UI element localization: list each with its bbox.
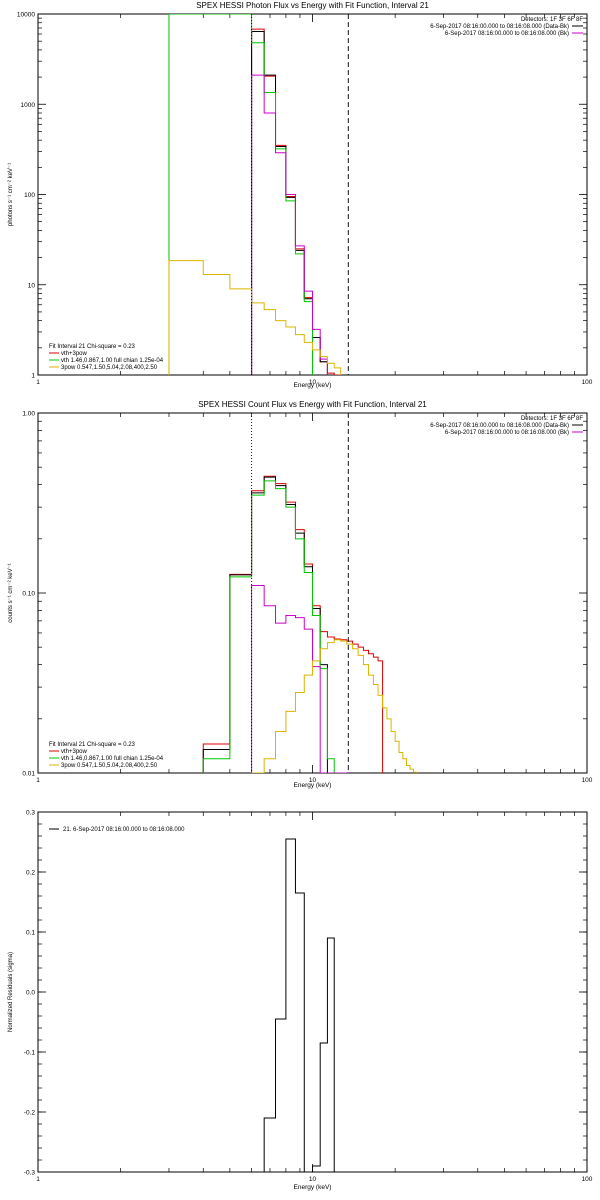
y-tick-label: 1000 xyxy=(21,102,36,109)
x-axis: 1 10 100 xyxy=(36,413,593,784)
y-tick-label: -0.3 xyxy=(24,1170,36,1177)
legend-entry: vth 1.46,0.867,1.00 full chian 1.25e-04 xyxy=(61,756,164,762)
series-line-red-0 xyxy=(251,28,341,375)
y-tick-label: 0.01 xyxy=(22,771,35,778)
x-axis-label: Energy (keV) xyxy=(294,1184,332,1191)
x-tick-label: 10 xyxy=(309,1176,317,1183)
x-tick-label: 10 xyxy=(309,379,317,386)
y-tick-label: 10000 xyxy=(17,12,35,19)
series-group xyxy=(202,475,418,773)
y-tick-label: 10 xyxy=(28,282,36,289)
legend-entry: 6-Sep-2017 08:16:00.000 to 08:16:08.000 … xyxy=(445,430,569,436)
series-line-magenta-3 xyxy=(251,585,347,773)
series-line-black-1 xyxy=(202,476,347,773)
x-tick-label: 100 xyxy=(582,379,593,386)
y-axis: -0.3 -0.2 -0.1 0.0 0.1 0.2 0.3 xyxy=(24,810,587,1177)
chart-panel-3: 1 10 100 Energy (keV) -0.3 -0.2 -0.1 0.0 0.1 0.2 0… xyxy=(8,810,593,1192)
legend-entry: 21. 6-Sep-2017 08:16:00.000 to 08:16:08.… xyxy=(63,827,185,833)
series-line-magenta-3 xyxy=(251,74,328,375)
legend-entry: 6-Sep-2017 08:16:00.000 to 08:16:08.000 … xyxy=(430,423,569,429)
x-tick-label: 1 xyxy=(36,1176,40,1183)
legend: Detectors: 1F 3F 6F 8F6-Sep-2017 08:16:0… xyxy=(49,17,583,371)
x-axis-label: Energy (keV) xyxy=(294,382,332,389)
legend-entry: Fit Interval 21 Chi-square = 0.23 xyxy=(49,742,136,748)
legend-entry: vth+3pow xyxy=(61,749,88,755)
y-axis-label: counts s⁻¹ cm⁻² keV⁻¹ xyxy=(8,563,14,623)
series-line-black-0 xyxy=(251,838,341,1172)
legend-entry: vth 1.46,0.867,1.00 full chian 1.25e-04 xyxy=(61,358,164,364)
chart-panel-2: SPEX HESSI Count Flux vs Energy with Fit… xyxy=(8,400,593,789)
x-tick-label: 10 xyxy=(309,777,317,784)
legend: 21. 6-Sep-2017 08:16:00.000 to 08:16:08.… xyxy=(49,827,185,833)
x-axis: 1 10 100 xyxy=(36,14,593,386)
series-line-green-2 xyxy=(202,480,335,773)
y-axis-label: Normalized Residuals (sigma) xyxy=(8,952,14,1032)
x-axis-label: Energy (keV) xyxy=(294,782,332,789)
legend-entry: 6-Sep-2017 08:16:00.000 to 08:16:08.000 … xyxy=(430,24,569,30)
series-line-yellow-4 xyxy=(251,639,418,773)
series-group xyxy=(251,838,341,1172)
x-tick-label: 100 xyxy=(582,1176,593,1183)
legend-entry: 6-Sep-2017 08:16:00.000 to 08:16:08.000 … xyxy=(445,31,569,37)
y-tick-label: -0.1 xyxy=(24,1050,36,1057)
series-line-black-1 xyxy=(251,30,328,375)
legend-entry: 3pow 0.547,1.50,5.04,2.08,400,2.50 xyxy=(61,365,158,371)
y-tick-label: -0.2 xyxy=(24,1110,36,1117)
legend-entry: 3pow 0.547,1.50,5.04,2.08,400,2.50 xyxy=(61,763,158,769)
y-tick-label: 0.2 xyxy=(26,870,35,877)
x-tick-label: 100 xyxy=(582,777,593,784)
legend-entry: Fit Interval 21 Chi-square = 0.23 xyxy=(49,344,136,350)
y-axis: 0.01 0.10 1.00 xyxy=(22,411,587,778)
y-tick-label: 0.10 xyxy=(22,591,35,598)
y-tick-label: 0.0 xyxy=(26,990,35,997)
y-axis-label: photons s⁻¹ cm⁻² keV⁻¹ xyxy=(8,163,14,226)
chart-panel-1: SPEX HESSI Photon Flux vs Energy with Fi… xyxy=(8,1,593,389)
y-tick-label: 0.3 xyxy=(26,810,35,817)
x-tick-label: 1 xyxy=(36,379,40,386)
chart-title: SPEX HESSI Count Flux vs Energy with Fit… xyxy=(198,400,427,409)
y-tick-label: 1 xyxy=(31,373,35,380)
x-axis: 1 10 100 xyxy=(36,812,593,1183)
x-tick-label: 1 xyxy=(36,777,40,784)
y-tick-label: 1.00 xyxy=(22,411,35,418)
chart-title: SPEX HESSI Photon Flux vs Energy with Fi… xyxy=(196,1,429,10)
legend-entry: Detectors: 1F 3F 6F 8F xyxy=(521,17,583,23)
plot-frame xyxy=(37,811,588,1173)
legend-entry: vth+3pow xyxy=(61,351,88,357)
series-line-yellow-4 xyxy=(168,260,342,375)
y-tick-label: 0.1 xyxy=(26,930,35,937)
legend: Detectors: 1F 3F 6F 8F6-Sep-2017 08:16:0… xyxy=(49,416,583,769)
legend-entry: Detectors: 1F 3F 6F 8F xyxy=(521,416,583,422)
y-axis: 1 10 100 1000 10000 xyxy=(17,12,587,380)
y-tick-label: 100 xyxy=(24,192,35,199)
series-group xyxy=(168,14,342,375)
